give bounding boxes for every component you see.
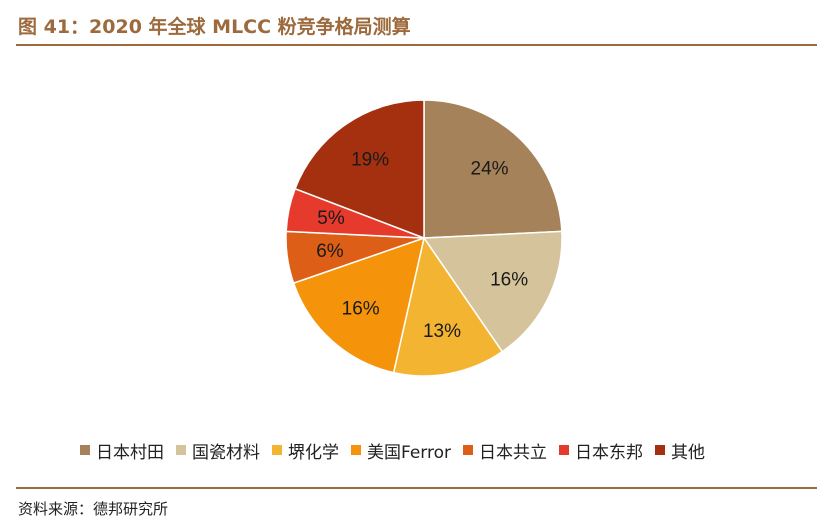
legend-label: 美国Ferror	[367, 442, 452, 463]
legend-item-1: 日本村田	[80, 438, 164, 463]
legend-swatch	[559, 445, 570, 455]
pie-chart-area: 24% 16% 13% 16% 6% 5% 19%	[0, 60, 825, 480]
pie-slice-7	[294, 99, 425, 240]
figure-header: 图 41：2020 年全球 MLCC 粉竞争格局测算	[16, 10, 817, 46]
slice-data-label-7: 19%	[351, 149, 389, 170]
legend-label: 日本村田	[96, 442, 164, 463]
slice-data-label-3: 13%	[423, 321, 461, 342]
slice-data-label-5: 6%	[316, 241, 344, 262]
legend-swatch	[351, 445, 361, 455]
pie-slice-2	[422, 230, 563, 353]
pie-slice-3	[392, 236, 504, 377]
legend-label: 堺化学	[288, 442, 339, 463]
legend-swatch	[463, 445, 474, 455]
figure-title: 图 41：2020 年全球 MLCC 粉竞争格局测算	[18, 16, 411, 38]
slice-data-label-6: 5%	[317, 208, 345, 229]
source-note: 资料来源：德邦研究所	[18, 500, 169, 518]
legend-swatch	[176, 445, 186, 455]
legend-item-7: 其他	[655, 438, 705, 463]
chart-legend: 日本村田 国瓷材料 堺化学 美国Ferror 日本共立 日本东邦 其他	[80, 438, 705, 463]
legend-item-5: 日本共立	[463, 438, 547, 463]
pie-slice-1	[423, 99, 563, 239]
pie-slice-4	[292, 236, 426, 374]
legend-item-2: 国瓷材料	[176, 438, 260, 463]
legend-label: 日本共立	[479, 442, 548, 463]
legend-swatch	[655, 445, 666, 455]
legend-label: 日本东邦	[575, 442, 644, 463]
legend-swatch	[80, 445, 90, 455]
bottom-divider	[16, 487, 817, 489]
slice-data-label-2: 16%	[490, 270, 528, 291]
pie-chart: 24% 16% 13% 16% 6% 5% 19%	[285, 99, 563, 377]
legend-label: 国瓷材料	[192, 442, 260, 463]
legend-item-3: 堺化学	[272, 438, 339, 463]
slice-data-label-4: 16%	[342, 298, 380, 319]
legend-label: 其他	[671, 442, 706, 463]
legend-item-6: 日本东邦	[559, 438, 643, 463]
top-divider	[16, 44, 817, 46]
legend-item-4: 美国Ferror	[351, 438, 451, 463]
slice-data-label-1: 24%	[471, 159, 509, 180]
legend-swatch	[272, 445, 282, 455]
